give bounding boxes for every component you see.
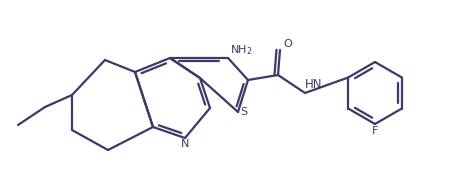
Text: F: F xyxy=(372,126,378,136)
Text: N: N xyxy=(181,139,189,149)
Text: HN: HN xyxy=(305,78,322,91)
Text: NH$_2$: NH$_2$ xyxy=(230,43,252,57)
Text: O: O xyxy=(283,39,292,49)
Text: S: S xyxy=(240,107,247,117)
